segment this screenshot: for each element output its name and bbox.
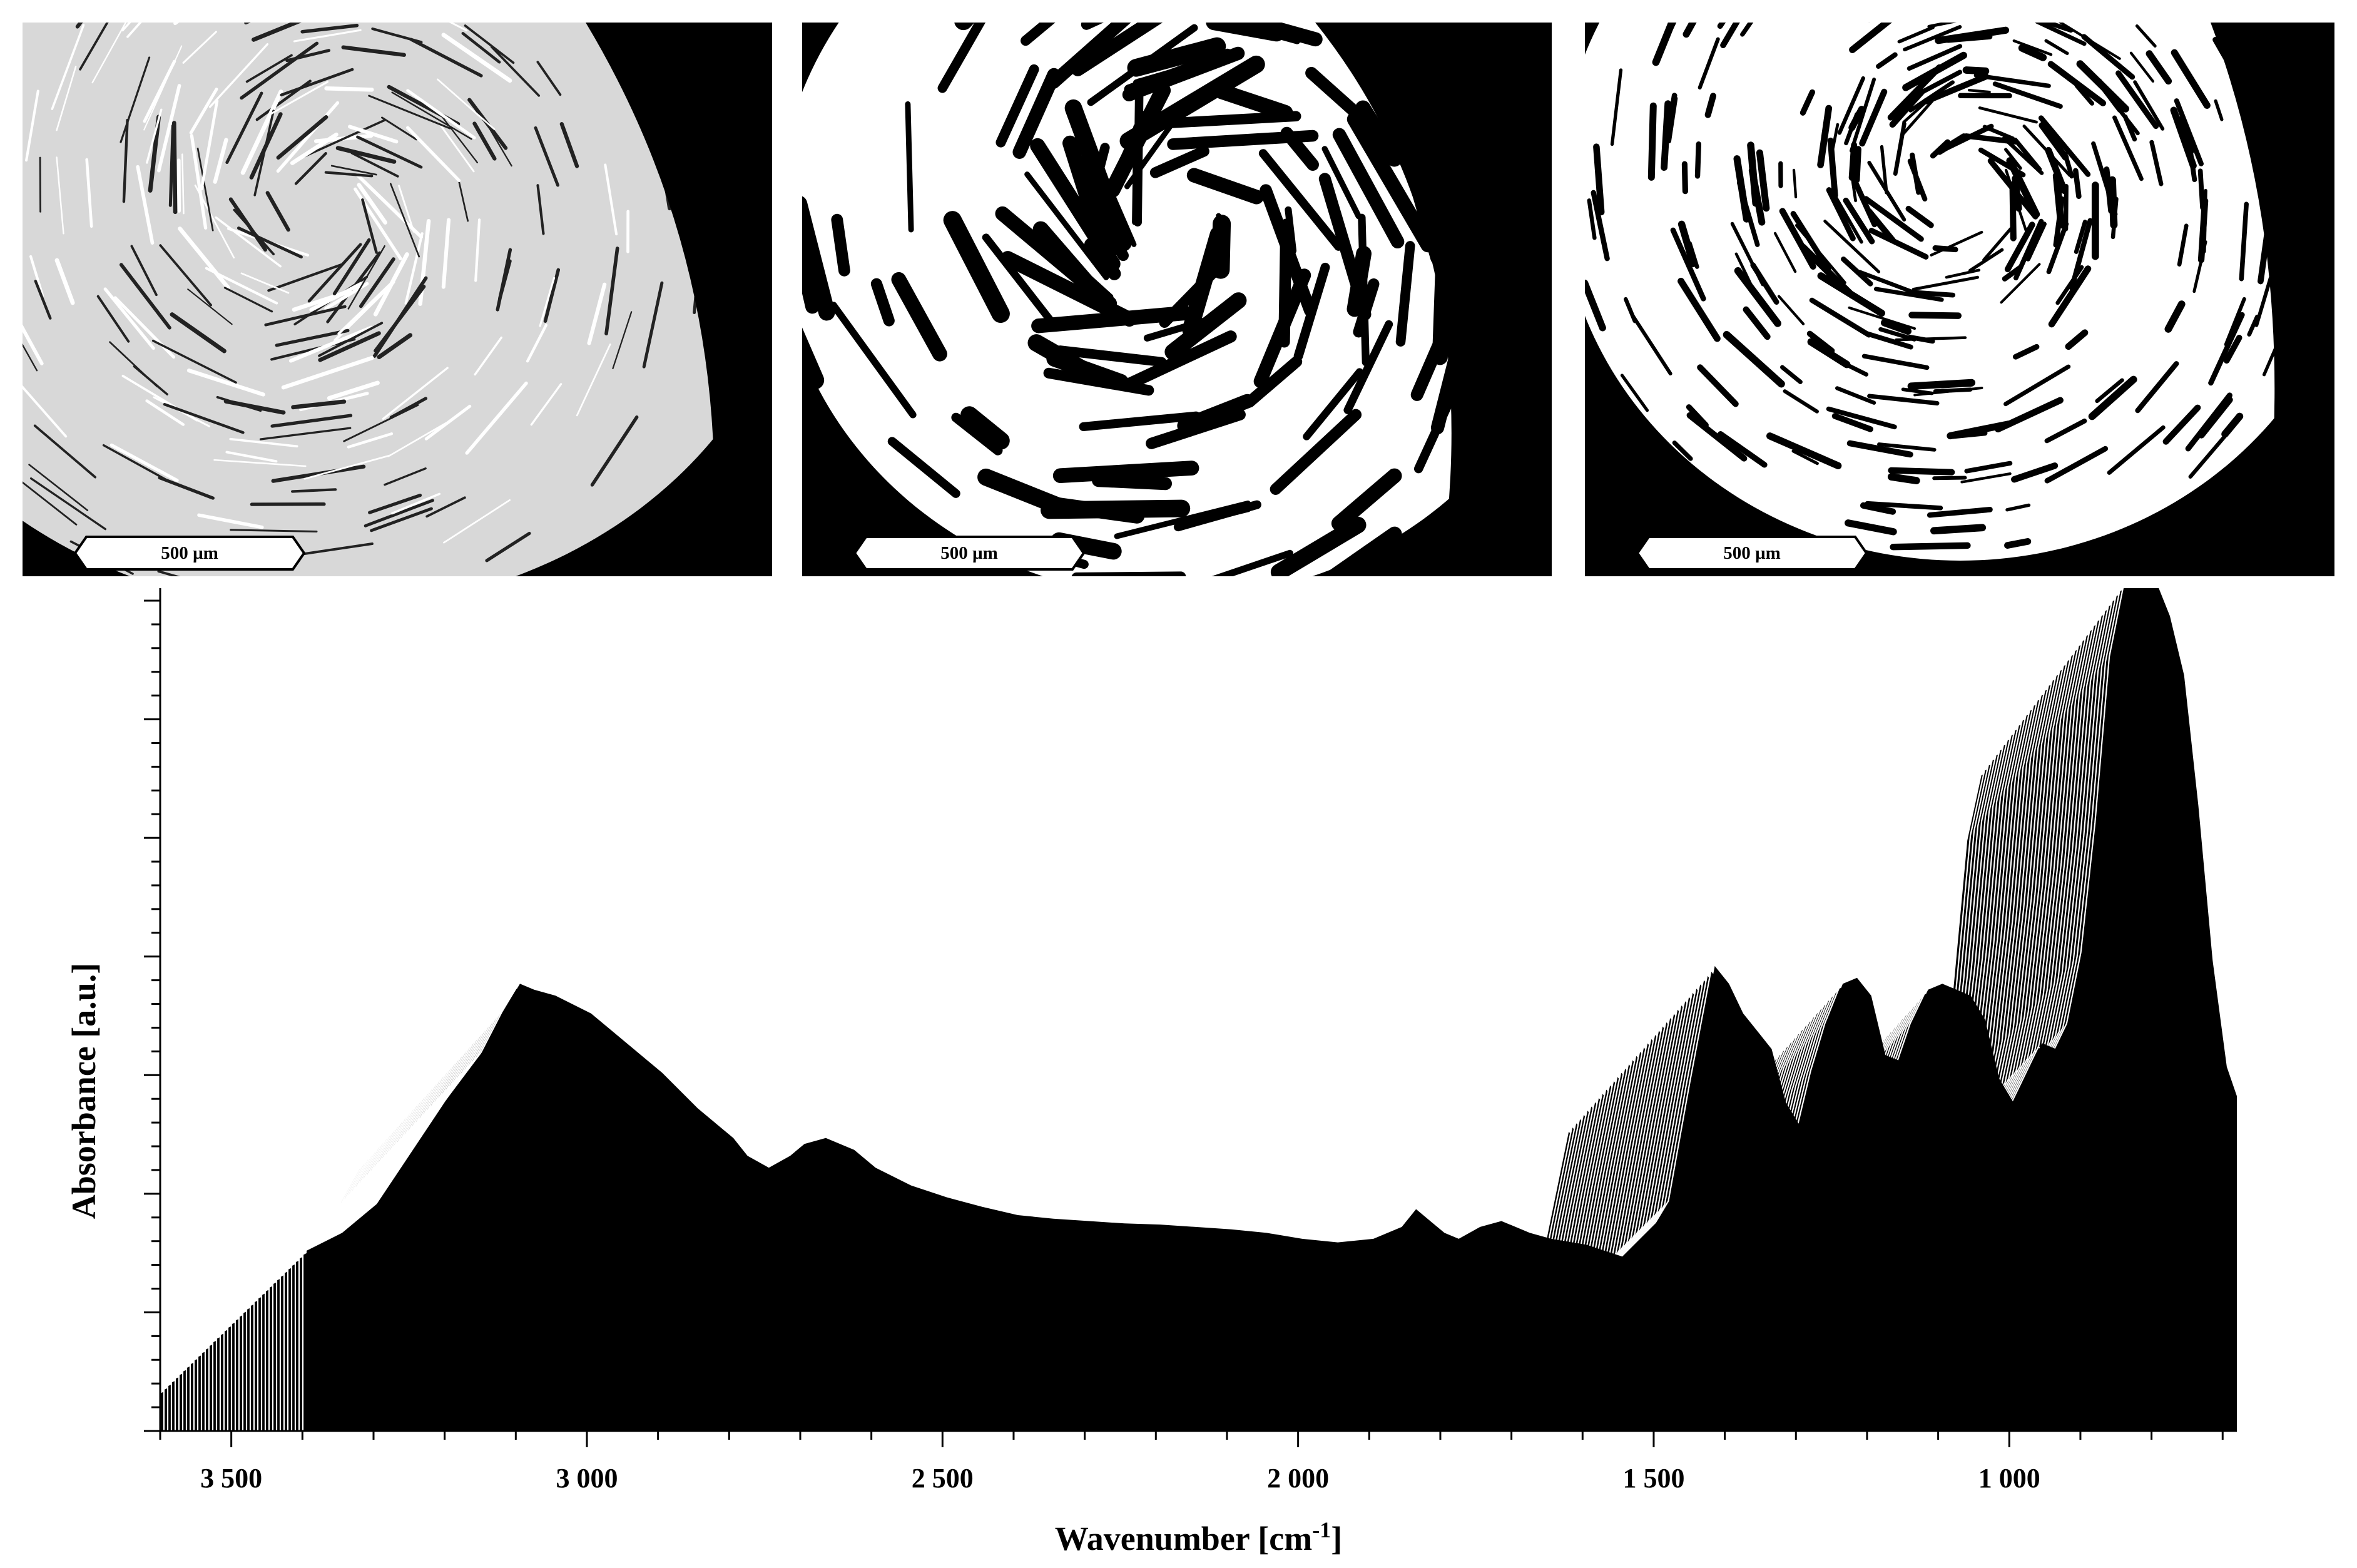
micrograph-1-image — [23, 23, 772, 576]
x-axis-ticks: 3 500 3 000 2 500 2 000 1 500 1 000 — [159, 1431, 2224, 1494]
x-tick-label: 3 500 — [200, 1463, 262, 1494]
spectrum-series-1 — [307, 588, 2237, 1431]
x-tick-label: 1 500 — [1622, 1463, 1684, 1494]
scale-bar: 500 µm — [1630, 534, 1874, 572]
micrograph-3: 500 µm — [1585, 23, 2334, 576]
scale-bar-label: 500 µm — [161, 543, 218, 563]
micrograph-2: 500 µm — [802, 23, 1552, 576]
spectra-series-group — [160, 588, 2237, 1431]
scale-bar: 500 µm — [68, 534, 312, 572]
scale-bar: 500 µm — [847, 534, 1091, 572]
x-tick-label: 2 500 — [912, 1463, 974, 1494]
x-tick-label: 3 000 — [556, 1463, 618, 1494]
micrograph-1: 500 µm — [23, 23, 772, 576]
y-axis-title: Absorbance [a.u.] — [65, 963, 103, 1219]
x-axis-title: Wavenumber [cm-1] — [1055, 1517, 1342, 1557]
y-axis-ticks — [144, 599, 160, 1432]
ftir-waterfall-chart: 3 500 3 000 2 500 2 000 1 500 1 000 Wavenumbe… — [65, 588, 2237, 1557]
x-tick-label: 1 000 — [1978, 1463, 2040, 1494]
scale-bar-label: 500 µm — [1723, 543, 1781, 563]
micrograph-3-image — [1585, 23, 2334, 576]
x-tick-label: 2 000 — [1267, 1463, 1329, 1494]
micrograph-2-image — [802, 23, 1552, 576]
scale-bar-label: 500 µm — [940, 543, 998, 563]
